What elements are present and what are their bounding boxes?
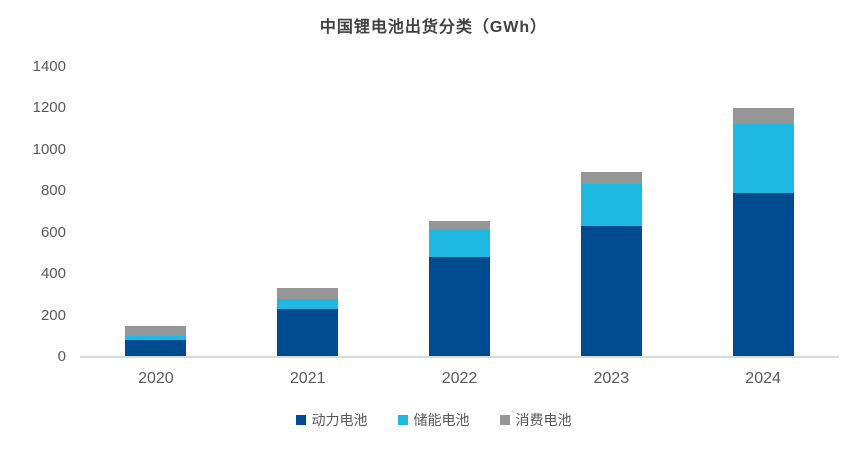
legend-item-动力电池: 动力电池: [295, 410, 368, 430]
bar-segment-动力电池: [277, 309, 339, 356]
x-tick-label-2022: 2022: [441, 370, 478, 387]
x-tick-label-2024: 2024: [745, 370, 781, 387]
stacked-bar-2021: [277, 288, 339, 356]
x-tick-label-2020: 2020: [138, 370, 174, 387]
bar-segment-储能电池: [580, 184, 642, 226]
bar-segment-动力电池: [732, 193, 794, 356]
bar-segment-消费电池: [580, 172, 642, 184]
stacked-bar-2022: [429, 221, 490, 356]
legend-label: 动力电池: [311, 412, 368, 428]
x-axis-line: [80, 356, 839, 358]
legend-item-储能电池: 储能电池: [397, 410, 470, 430]
legend-swatch-icon: [499, 415, 510, 425]
y-tick-label: 1000: [32, 140, 66, 158]
stacked-bar-2024: [732, 108, 794, 356]
y-tick-label: 1200: [32, 99, 66, 117]
legend-swatch-icon: [295, 415, 306, 425]
stacked-bar-2020: [125, 326, 187, 356]
bar-segment-储能电池: [429, 230, 490, 257]
y-tick-label: 1400: [32, 58, 66, 75]
bar-segment-动力电池: [580, 226, 642, 356]
bar-segment-消费电池: [732, 108, 794, 124]
chart-title: 中国锂电池出货分类（GWh）: [319, 19, 548, 36]
stacked-bar-2023: [580, 172, 642, 356]
legend-swatch-icon: [397, 415, 408, 425]
legend: 动力电池 储能电池 消费电池: [0, 410, 867, 430]
bar-segment-储能电池: [277, 299, 339, 309]
y-tick-label: 800: [40, 182, 66, 200]
bar-segment-消费电池: [125, 326, 187, 336]
legend-label: 消费电池: [515, 412, 572, 428]
y-tick-label: 200: [40, 306, 66, 324]
y-tick-label: 400: [40, 265, 66, 283]
y-tick-label: 600: [40, 223, 66, 241]
legend-item-消费电池: 消费电池: [499, 410, 572, 430]
bar-segment-消费电池: [429, 221, 490, 230]
x-tick-label-2021: 2021: [289, 370, 326, 387]
legend-label: 储能电池: [413, 412, 470, 428]
bar-segment-动力电池: [125, 340, 187, 356]
y-tick-label: 0: [57, 348, 66, 365]
bar-segment-储能电池: [125, 336, 187, 340]
x-tick-label-2023: 2023: [593, 370, 630, 387]
bar-segment-消费电池: [277, 288, 339, 299]
bar-segment-储能电池: [732, 124, 794, 193]
bar-segment-动力电池: [429, 257, 490, 356]
